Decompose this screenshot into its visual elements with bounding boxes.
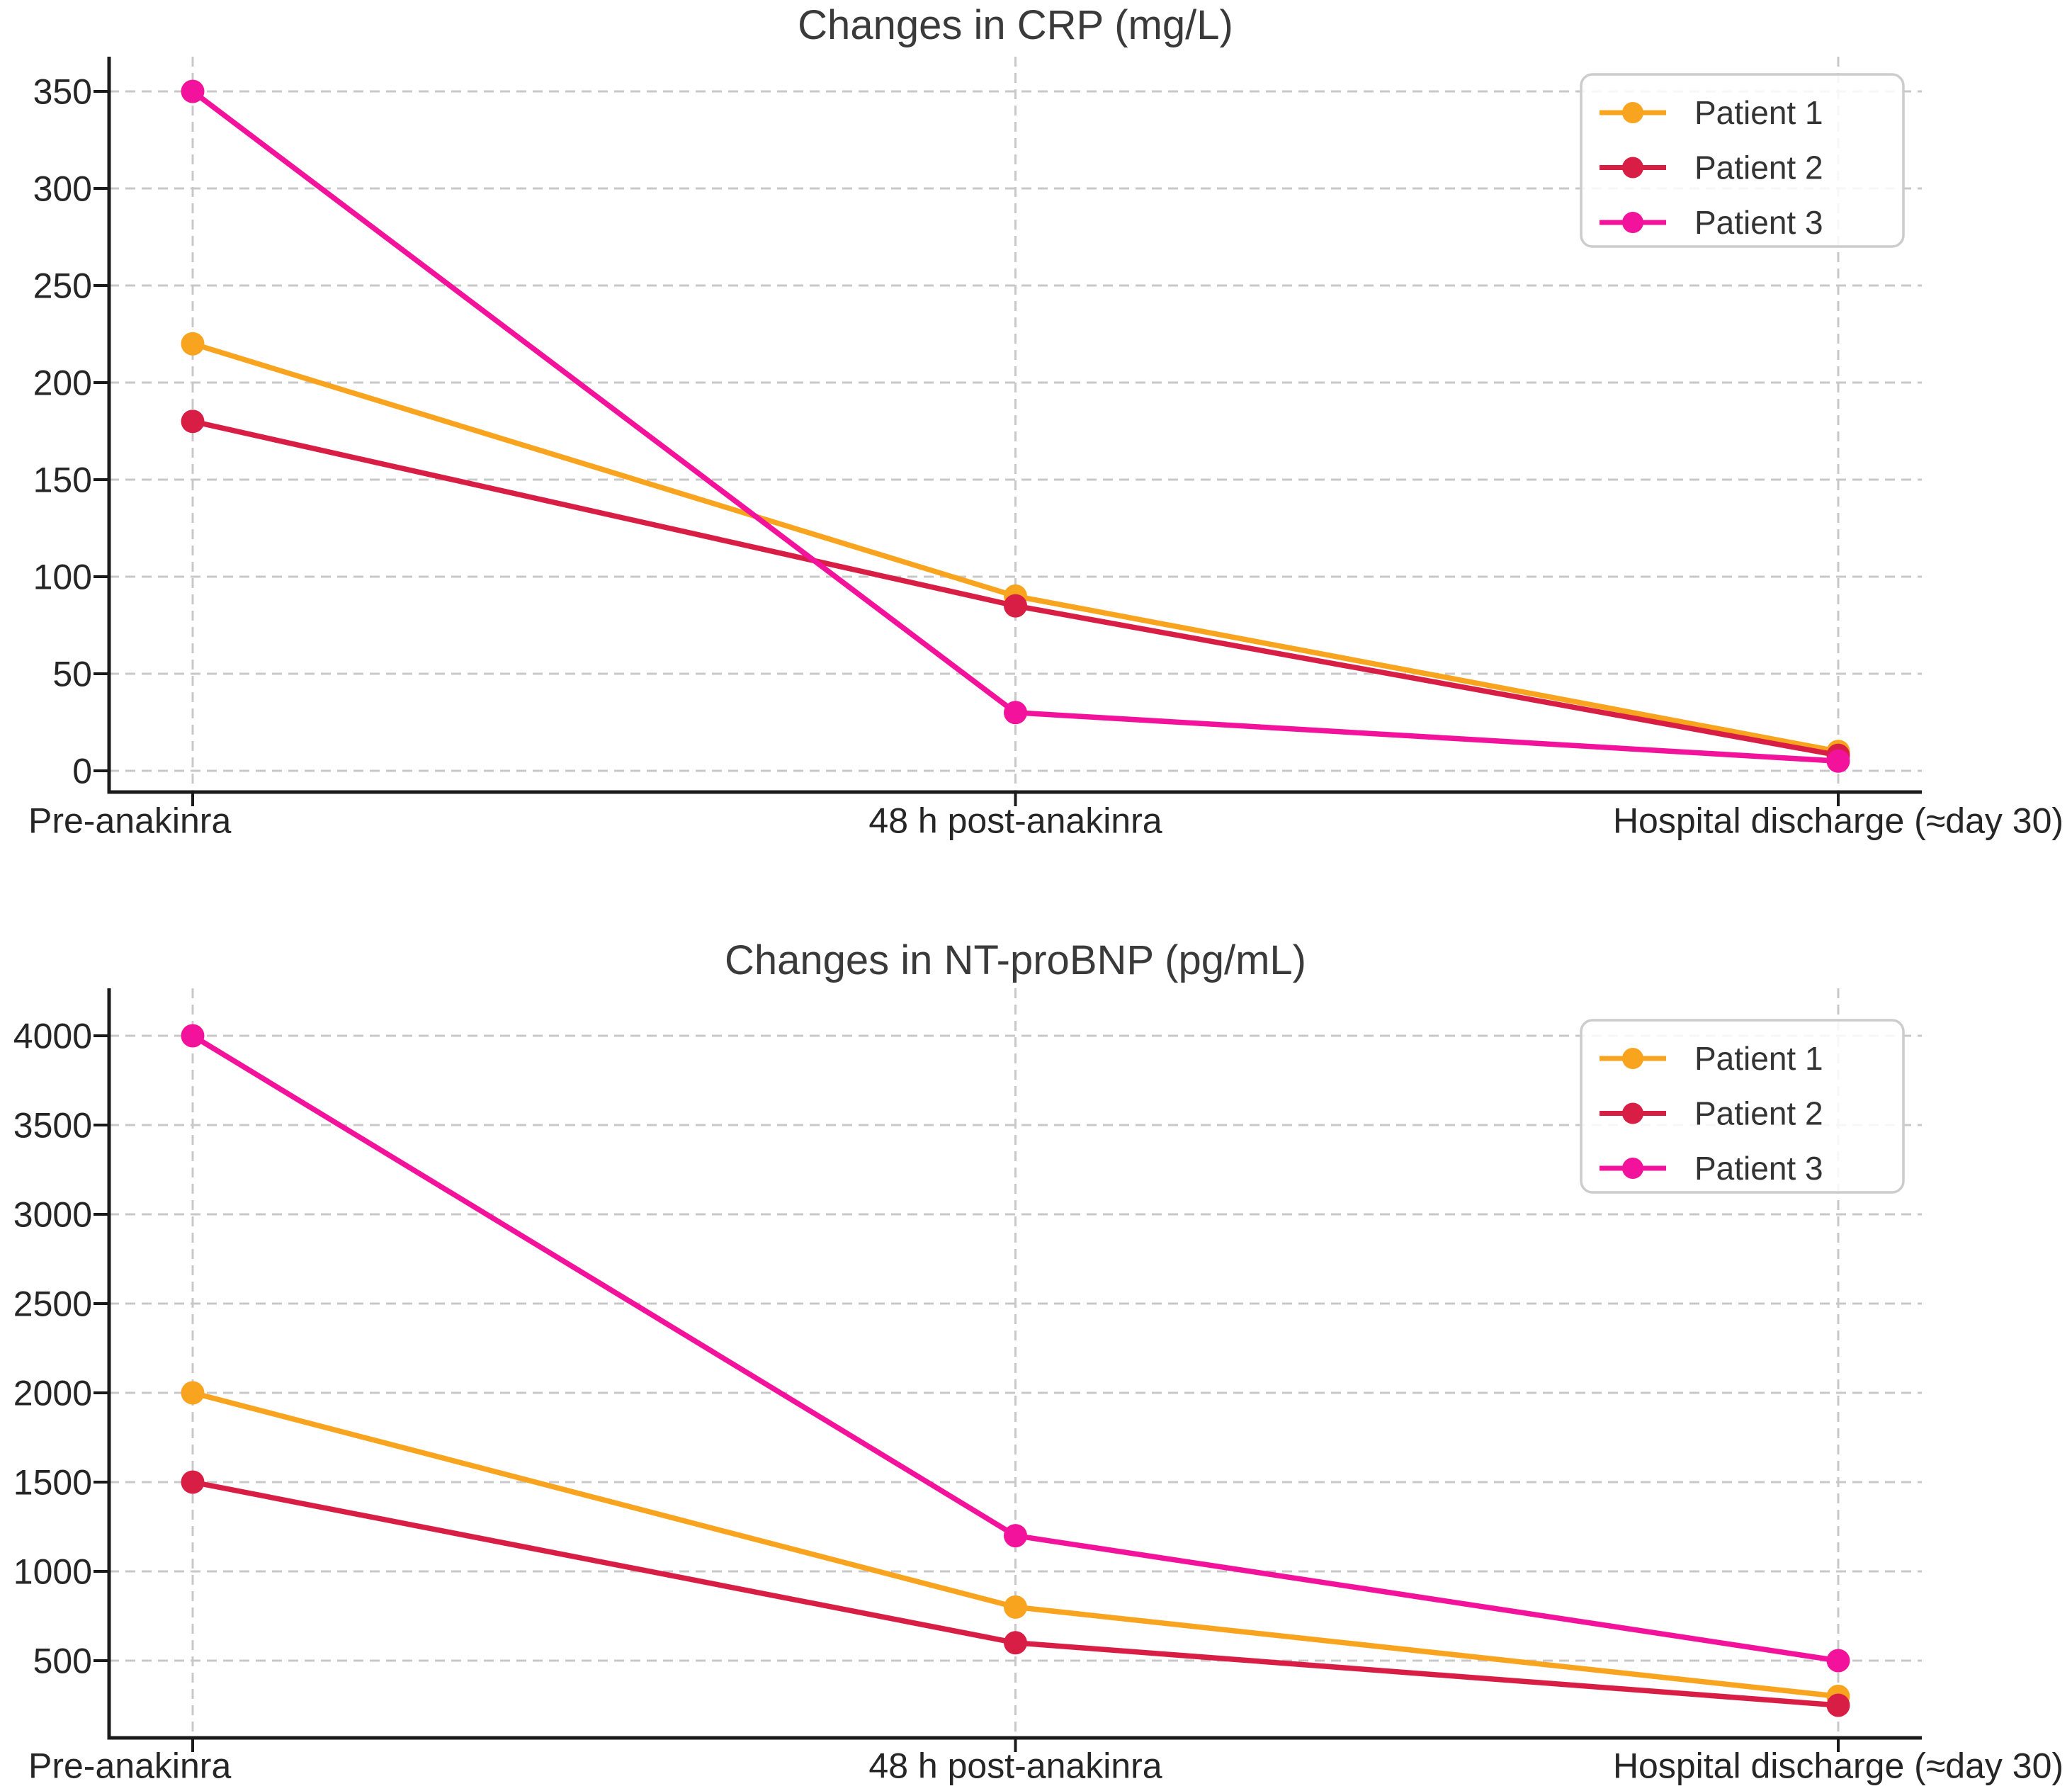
- nt-probnp-data-point-patient-2-0: [181, 1470, 205, 1494]
- crp-y-tick-label-0: 0: [72, 752, 92, 791]
- nt-probnp-y-tick-label-1000: 1000: [13, 1552, 92, 1592]
- crp-data-point-patient-3-0: [181, 79, 205, 103]
- nt-probnp-y-axis: 500 1000 1500 2000 2500 3000 3500 4000: [13, 1017, 1922, 1681]
- crp-y-axis: 0 50 100 150 200 250 300 350: [33, 72, 1922, 791]
- nt-probnp-y-tick-label-3000: 3000: [13, 1195, 92, 1235]
- crp-legend-marker-patient-1: [1622, 102, 1643, 123]
- crp-y-tick-label-250: 250: [33, 266, 92, 306]
- nt-probnp-data-point-patient-3-0: [181, 1024, 205, 1048]
- crp-series: [181, 79, 1850, 773]
- nt-probnp-series: [181, 1024, 1850, 1717]
- nt-probnp-data-point-patient-2-1: [1004, 1631, 1027, 1655]
- nt-probnp-data-point-patient-1-1: [1004, 1595, 1027, 1619]
- ntprobnp-chart-title: Changes in NT-proBNP (pg/mL): [725, 937, 1306, 983]
- nt-probnp-y-tick-label-4000: 4000: [13, 1017, 92, 1056]
- crp-y-tick-label-50: 50: [52, 655, 92, 694]
- crp-legend-label-patient-2: Patient 2: [1694, 149, 1823, 186]
- nt-probnp-spines: [107, 988, 1922, 1740]
- crp-chart-title: Changes in CRP (mg/L): [798, 2, 1233, 48]
- crp-spines: [107, 57, 1922, 794]
- nt-probnp-data-point-patient-1-0: [181, 1381, 205, 1405]
- nt-probnp-x-tick-label-0: Pre-anakinra: [28, 1746, 231, 1786]
- nt-probnp-data-point-patient-3-1: [1004, 1524, 1027, 1548]
- nt-probnp-legend-box: [1580, 1019, 1905, 1194]
- crp-y-tick-label-150: 150: [33, 461, 92, 500]
- nt-probnp-legend-marker-patient-2: [1622, 1102, 1643, 1124]
- nt-probnp-legend-label-patient-1: Patient 1: [1694, 1040, 1823, 1077]
- nt-probnp-y-tick-label-500: 500: [33, 1642, 92, 1681]
- crp-data-point-patient-2-0: [181, 409, 205, 434]
- nt-probnp-legend-marker-patient-1: [1622, 1048, 1643, 1069]
- nt-probnp-x-axis: Pre-anakinra 48 h post-anakinra Hospital d…: [28, 988, 2063, 1786]
- crp-data-point-patient-1-0: [181, 332, 205, 356]
- crp-x-tick-label-1: 48 h post-anakinra: [868, 801, 1162, 841]
- crp-y-tick-label-200: 200: [33, 363, 92, 403]
- nt-probnp-legend-label-patient-3: Patient 3: [1694, 1150, 1823, 1187]
- crp-y-tick-label-300: 300: [33, 169, 92, 209]
- nt-probnp-data-point-patient-3-2: [1826, 1649, 1850, 1673]
- crp-legend-marker-patient-3: [1622, 212, 1643, 233]
- crp-x-axis: Pre-anakinra 48 h post-anakinra Hospital d…: [28, 57, 2063, 841]
- nt-probnp-y-tick-label-3500: 3500: [13, 1106, 92, 1146]
- crp-data-point-patient-3-1: [1004, 701, 1027, 725]
- crp-x-tick-label-0: Pre-anakinra: [28, 801, 231, 841]
- nt-probnp-x-tick-label-1: 48 h post-anakinra: [868, 1746, 1162, 1786]
- nt-probnp-y-tick-label-2000: 2000: [13, 1374, 92, 1413]
- crp-chart: 0 50 100 150 200 250 300 350 Pre-anakinra 48 h po…: [28, 57, 2063, 841]
- crp-legend-marker-patient-2: [1622, 157, 1643, 179]
- nt-probnp-data-point-patient-2-2: [1826, 1693, 1850, 1717]
- nt-probnp-legend-marker-patient-3: [1622, 1158, 1643, 1179]
- nt-probnp-y-tick-label-1500: 1500: [13, 1463, 92, 1503]
- crp-x-tick-label-2: Hospital discharge (≈day 30): [1613, 801, 2063, 841]
- nt-probnp-chart: 5001000150020002500300035004000Pre-anaki…: [13, 988, 2063, 1786]
- crp-legend-label-patient-3: Patient 3: [1694, 204, 1823, 241]
- crp-legend-label-patient-1: Patient 1: [1694, 94, 1823, 131]
- crp-data-point-patient-3-2: [1826, 749, 1850, 773]
- crp-legend-box: [1580, 73, 1905, 248]
- crp-y-tick-label-350: 350: [33, 72, 92, 112]
- crp-y-tick-label-100: 100: [33, 558, 92, 597]
- nt-probnp-y-tick-label-2500: 2500: [13, 1284, 92, 1324]
- nt-probnp-x-tick-label-2: Hospital discharge (≈day 30): [1613, 1746, 2063, 1786]
- crp-legend: Patient 1 Patient 2 Patient 3: [1580, 73, 1905, 248]
- nt-probnp-legend: Patient 1 Patient 2 Patient 3: [1580, 1019, 1905, 1194]
- crp-data-point-patient-2-1: [1004, 594, 1027, 618]
- nt-probnp-legend-label-patient-2: Patient 2: [1694, 1095, 1823, 1132]
